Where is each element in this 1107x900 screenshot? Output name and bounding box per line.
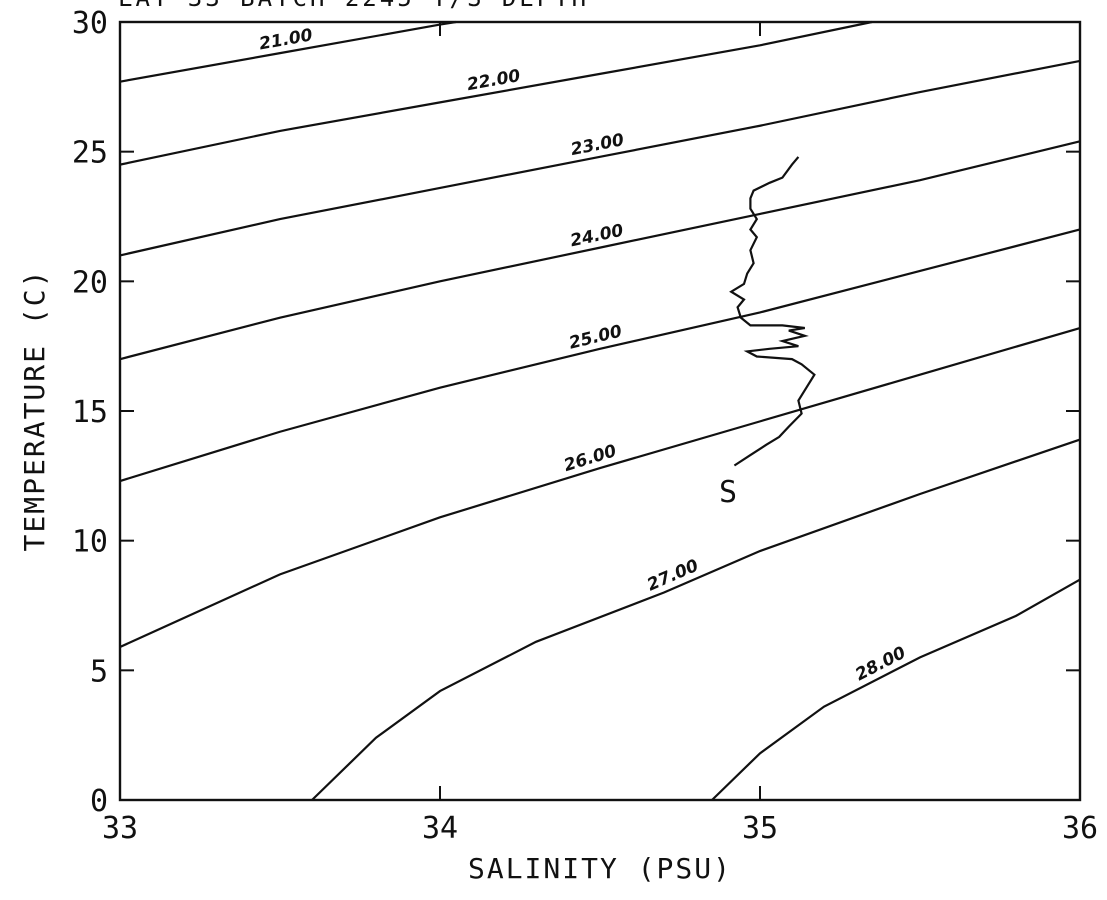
y-tick-label: 5 xyxy=(90,654,108,689)
x-tick-label: 33 xyxy=(102,811,138,846)
isopycnal-line xyxy=(119,140,1081,361)
isopycnal-line xyxy=(311,438,1081,801)
x-tick-label: 34 xyxy=(422,811,458,846)
y-tick-label: 10 xyxy=(72,525,108,560)
isopycnal-label: 28.00 xyxy=(852,643,909,685)
x-axis-title: SALINITY (PSU) xyxy=(468,852,732,885)
chart-title: LAT 33 BATCH 2245 T/S DEPTH xyxy=(118,0,589,12)
y-tick-label: 15 xyxy=(72,395,108,430)
y-tick-label: 20 xyxy=(72,265,108,300)
y-tick-label: 25 xyxy=(72,136,108,171)
profile-line xyxy=(729,156,816,467)
isopycnal-label: 24.00 xyxy=(569,221,626,252)
y-axis-title: TEMPERATURE (C) xyxy=(18,269,51,552)
isopycnal-contours xyxy=(119,20,1081,801)
isopycnal-line xyxy=(119,59,1081,257)
ts-profile: S xyxy=(719,156,816,510)
isopycnal-label: 23.00 xyxy=(569,130,626,160)
isopycnal-line xyxy=(119,228,1081,483)
y-tick-label: 0 xyxy=(90,784,108,819)
isopycnal-label: 21.00 xyxy=(258,25,315,54)
x-axis-ticks: 33 34 35 36 xyxy=(102,22,1098,846)
profile-start-label: S xyxy=(719,475,737,510)
x-tick-label: 36 xyxy=(1062,811,1098,846)
x-tick-label: 35 xyxy=(742,811,778,846)
y-tick-label: 30 xyxy=(72,6,108,41)
isopycnal-label: 22.00 xyxy=(465,66,522,95)
isopycnal-line xyxy=(119,20,873,166)
isopycnal-line xyxy=(711,578,1081,801)
isopycnal-line xyxy=(119,20,457,83)
isopycnal-line xyxy=(119,326,1081,648)
y-axis-ticks: 0 5 10 15 20 25 30 xyxy=(72,6,1080,819)
